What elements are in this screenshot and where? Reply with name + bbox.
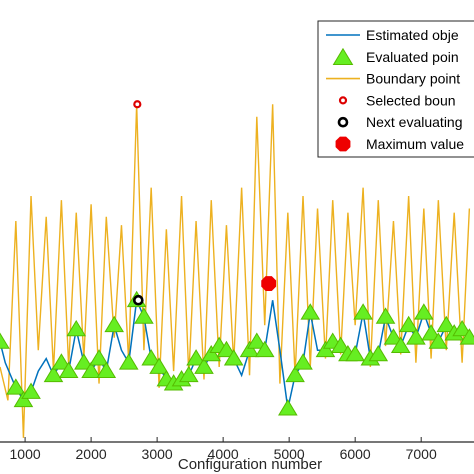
x-tick-label: 3000 — [142, 446, 173, 462]
legend-triangle-marker — [332, 47, 354, 66]
evaluated-point — [278, 399, 298, 416]
evaluated-point — [0, 332, 10, 349]
legend-label: Evaluated poin — [366, 49, 459, 65]
legend-octagon-marker — [335, 136, 351, 152]
special-points — [133, 100, 277, 306]
evaluated-point — [216, 340, 237, 358]
x-tick-label: 5000 — [274, 446, 305, 462]
evaluated-point — [66, 319, 87, 337]
evaluated-point — [201, 344, 222, 362]
x-tick-label: 6000 — [340, 446, 371, 462]
evaluated-point — [406, 328, 426, 345]
selected-boundary-point — [133, 100, 142, 109]
evaluated-point — [436, 315, 457, 333]
evaluated-point — [74, 353, 94, 370]
x-ticks: 1000 2000 3000 4000 5000 6000 7000 — [10, 437, 437, 462]
evaluated-point — [43, 365, 64, 383]
evaluated-point — [194, 357, 214, 374]
evaluated-point — [6, 378, 26, 395]
evaluated-point — [223, 349, 244, 366]
evaluated-point — [186, 349, 206, 366]
x-tick-label: 2000 — [76, 446, 107, 462]
evaluated-point — [414, 303, 434, 320]
legend-ring-marker — [338, 96, 348, 105]
evaluated-point — [293, 353, 313, 370]
evaluated-point — [81, 361, 101, 378]
evaluated-point — [134, 307, 154, 324]
evaluated-point — [375, 307, 396, 324]
evaluated-point — [254, 340, 275, 358]
evaluated-point — [58, 361, 79, 378]
x-tick-label: 4000 — [208, 446, 239, 462]
legend-ring-marker — [337, 116, 349, 128]
evaluated-point — [96, 361, 117, 378]
x-axis-label: Configuration number — [178, 456, 322, 473]
x-tick-label: 1000 — [10, 446, 41, 462]
evaluated-point — [141, 349, 161, 366]
evaluated-point — [21, 382, 41, 399]
evaluated-point — [421, 324, 441, 341]
evaluated-point — [246, 332, 267, 349]
next-evaluating-point — [133, 294, 144, 306]
evaluated-point — [368, 344, 389, 362]
evaluated-point — [353, 303, 373, 320]
legend-label: Next evaluating — [366, 114, 463, 130]
legend-box — [317, 20, 474, 158]
plot-area — [0, 100, 474, 438]
evaluated-point — [428, 332, 449, 349]
evaluated-point — [398, 315, 419, 333]
evaluated-points-series — [0, 290, 474, 416]
evaluated-point — [285, 365, 305, 383]
maximum-value-point — [261, 276, 277, 291]
x-tick-label: 7000 — [406, 446, 437, 462]
legend-label: Estimated obje — [366, 27, 459, 43]
legend-label: Maximum value — [366, 136, 464, 152]
evaluated-point — [383, 328, 404, 345]
evaluated-point — [330, 336, 351, 353]
evaluated-point — [452, 319, 472, 337]
evaluated-point — [239, 340, 260, 358]
legend-label: Boundary point — [366, 71, 460, 87]
evaluated-point — [89, 349, 109, 366]
evaluated-point — [104, 315, 125, 333]
evaluated-point — [390, 336, 411, 353]
evaluated-point — [315, 340, 336, 358]
evaluated-point — [300, 303, 321, 320]
evaluated-point — [345, 344, 365, 362]
evaluated-point — [149, 357, 169, 374]
evaluated-point — [51, 353, 72, 370]
legend-label: Selected boun — [366, 92, 456, 108]
evaluated-point — [118, 353, 139, 370]
evaluated-point — [13, 390, 34, 408]
legend: Estimated obje Evaluated poin Boundary poi… — [317, 20, 474, 158]
evaluated-point — [178, 365, 199, 383]
